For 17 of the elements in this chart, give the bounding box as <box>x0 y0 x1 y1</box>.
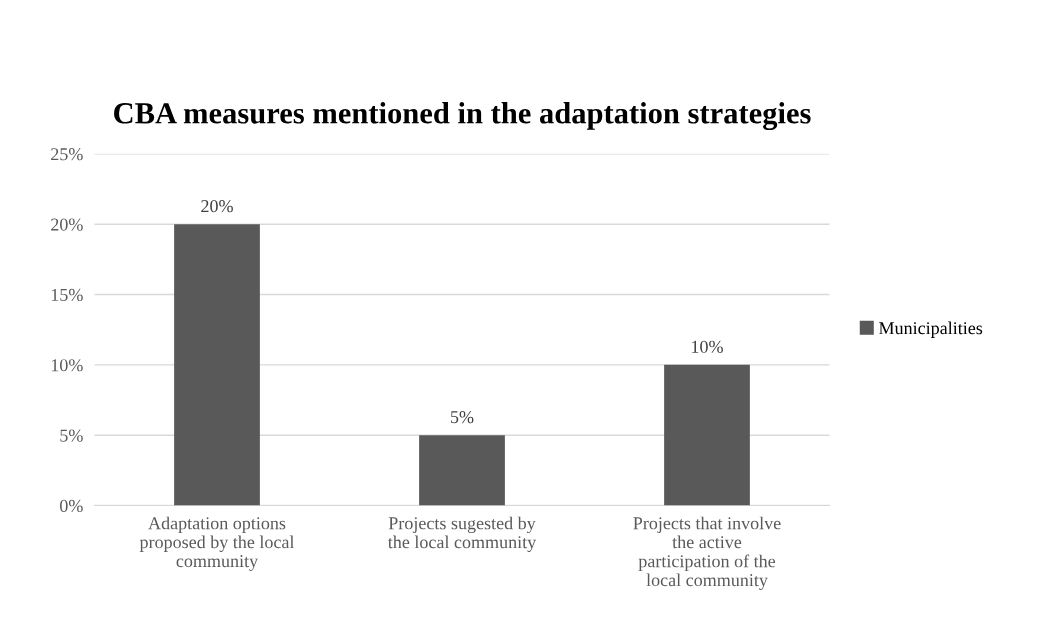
data-label: 20% <box>201 200 233 213</box>
y-tick-label: 20% <box>51 218 83 231</box>
bar <box>664 364 750 506</box>
chart-title: CBA measures mentioned in the adaptation strategies <box>114 102 811 131</box>
y-tick-label: 10% <box>51 359 83 372</box>
y-tick-label: 25% <box>51 148 83 161</box>
x-tick-label: Projects sugested by the local community <box>387 516 537 553</box>
y-tick-label: 0% <box>60 499 83 513</box>
data-label: 5% <box>451 411 474 424</box>
x-tick-label: Projects that involve the active participation of the local community <box>633 516 781 590</box>
y-tick-label: 15% <box>51 288 83 302</box>
legend-label: Municipalities <box>879 321 983 338</box>
data-label: 10% <box>692 340 723 353</box>
x-tick-label: Adaptation options proposed by the local community <box>139 516 295 571</box>
y-tick-label: 5% <box>60 429 83 442</box>
bar <box>174 224 260 506</box>
bar <box>419 435 505 506</box>
